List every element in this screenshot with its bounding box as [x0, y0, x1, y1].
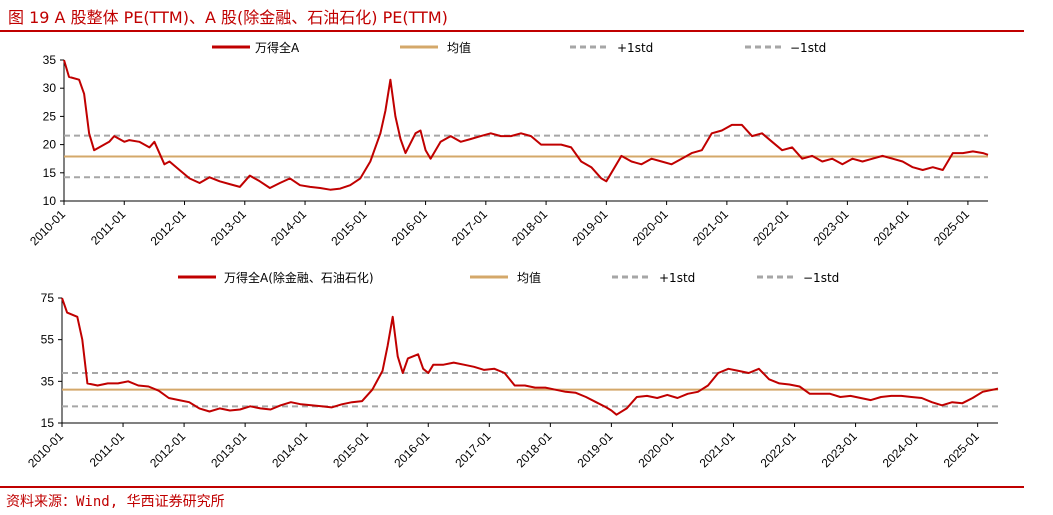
x-tick-label: 2021-01	[697, 429, 738, 470]
legend-series-label: 万得全A	[255, 40, 300, 55]
legend-minus-std-label: −1std	[790, 41, 826, 55]
x-tick-label: 2017-01	[452, 429, 493, 470]
series-line	[63, 59, 989, 191]
y-tick-label: 25	[43, 109, 57, 123]
y-tick-label: 35	[43, 53, 57, 67]
x-tick-label: 2010-01	[25, 429, 66, 470]
x-tick-label: 2025-01	[941, 429, 982, 470]
x-tick-label: 2012-01	[147, 429, 188, 470]
x-tick-label: 2020-01	[636, 429, 677, 470]
legend-mean-label: 均值	[447, 40, 471, 55]
y-tick-label: 75	[41, 291, 55, 305]
y-tick-label: 30	[43, 81, 57, 95]
x-tick-label: 2018-01	[513, 429, 554, 470]
x-tick-label: 2022-01	[758, 429, 799, 470]
figure-title: 图 19 A 股整体 PE(TTM)、A 股(除金融、石油石化) PE(TTM)	[8, 8, 448, 27]
x-tick-label: 2023-01	[819, 429, 860, 470]
top-rule	[0, 30, 1024, 32]
source-note: 资料来源：Wind, 华西证券研究所	[6, 494, 225, 510]
bottom-rule	[0, 486, 1024, 488]
y-tick-label: 35	[41, 374, 55, 388]
legend-series-label: 万得全A(除金融、石油石化)	[224, 270, 374, 285]
y-tick-label: 15	[41, 416, 55, 430]
x-tick-label: 2011-01	[87, 429, 128, 470]
series-line	[61, 297, 999, 416]
x-tick-label: 2014-01	[269, 429, 310, 470]
x-tick-label: 2024-01	[880, 429, 921, 470]
y-tick-label: 20	[43, 138, 57, 152]
x-tick-label: 2013-01	[208, 429, 249, 470]
y-tick-label: 10	[43, 194, 57, 208]
x-tick-label: 2015-01	[330, 429, 371, 470]
legend-plus-std-label: +1std	[659, 271, 695, 285]
x-tick-label: 2016-01	[391, 429, 432, 470]
y-tick-label: 55	[41, 333, 55, 347]
legend-plus-std-label: +1std	[617, 41, 653, 55]
legend-mean-label: 均值	[517, 270, 541, 285]
legend-minus-std-label: −1std	[803, 271, 839, 285]
y-tick-label: 15	[43, 166, 57, 180]
x-tick-label: 2019-01	[574, 429, 615, 470]
